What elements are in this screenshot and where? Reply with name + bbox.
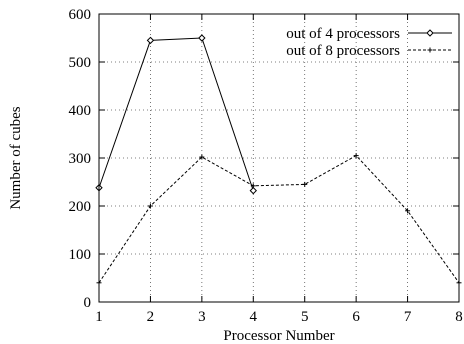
y-tick-label: 600 [69,7,92,23]
series-layer [95,34,462,286]
x-tick-label: 8 [455,309,463,325]
series-2-point-4 [250,183,256,189]
y-tick-label: 100 [69,247,92,263]
x-tick-label: 1 [95,309,103,325]
x-tick-label: 2 [147,309,155,325]
ticks: 0 100 200 300 400 500 600 1 2 3 4 5 6 7 8 [69,7,463,325]
x-tick-label: 5 [301,309,309,325]
y-tick-label: 0 [84,295,92,311]
series-2-point-3 [199,154,205,160]
series-1-point-2 [146,36,155,45]
series-1-point-4 [249,186,257,195]
series-line-2 [98,154,460,284]
x-tick-label: 7 [404,309,412,325]
legend-label-2: out of 8 processors [286,43,400,59]
legend-label-1: out of 4 processors [286,26,400,42]
y-tick-label: 300 [69,151,92,167]
x-tick-label: 6 [352,309,360,325]
series-1-point-3 [198,34,206,42]
series-2-point-6 [353,153,359,159]
series-line-1 [98,37,254,191]
series-2-point-7 [405,208,411,214]
y-tick-label: 200 [69,199,92,215]
series-2-point-2 [147,203,153,209]
x-tick-label: 4 [250,309,258,325]
y-tick-label: 500 [69,55,92,71]
series-2-point-5 [302,181,308,187]
x-tick-label: 3 [198,309,206,325]
legend-marker-2 [427,47,433,53]
x-axis-label: Processor Number [223,328,334,344]
y-axis-label: Number of cubes [8,106,24,209]
legend-marker-1 [426,29,434,37]
y-tick-label: 400 [69,103,92,119]
